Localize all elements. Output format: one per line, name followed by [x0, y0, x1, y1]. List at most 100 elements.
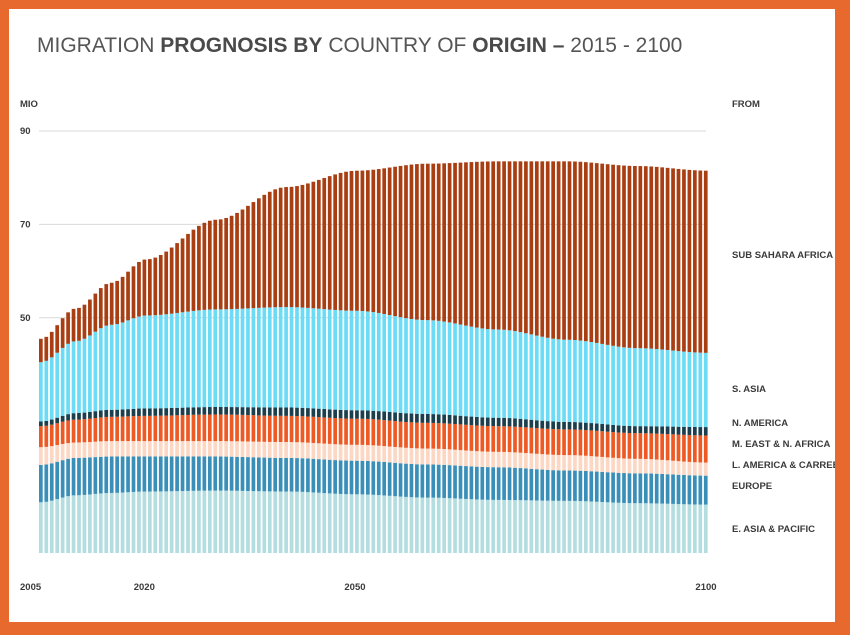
bar-segment [622, 347, 626, 426]
bar-segment [366, 445, 370, 461]
bar-segment [191, 229, 196, 311]
bar-segment [137, 456, 141, 492]
bar-segment [257, 457, 261, 492]
bar-segment [158, 408, 163, 416]
bar-segment [507, 467, 512, 501]
bar-segment [235, 308, 239, 408]
bar-segment [153, 257, 158, 316]
bar-segment [676, 351, 681, 427]
bar-segment [148, 491, 152, 553]
bar-segment [186, 456, 190, 491]
bar-segment [49, 500, 54, 553]
bar-segment [197, 310, 201, 408]
bar-segment [693, 504, 697, 553]
bar-segment [240, 441, 245, 457]
bar-segment [627, 165, 632, 348]
bar-segment [164, 251, 169, 315]
bar-segment [627, 433, 632, 459]
bar-segment [316, 308, 321, 409]
series-label: L. AMERICA & CARREB. [732, 460, 835, 471]
bar-segment [502, 161, 506, 330]
bar-segment [611, 164, 615, 346]
bar-segment [360, 410, 365, 419]
bar-segment [39, 426, 43, 448]
bar-segment [267, 441, 272, 458]
bar-segment [131, 441, 136, 457]
bar-segment [665, 349, 670, 427]
bar-segment [289, 491, 294, 553]
bar-segment [104, 456, 109, 494]
bar-segment [665, 167, 670, 350]
bar-segment [589, 430, 594, 457]
bar-segment [278, 491, 283, 553]
bar-segment [594, 342, 599, 424]
bar-segment [71, 442, 76, 458]
bar-segment [93, 493, 98, 553]
bar-segment [262, 407, 267, 416]
bar-segment [464, 466, 468, 499]
bar-segment [387, 495, 392, 553]
bar-segment [344, 460, 348, 495]
bar-segment [109, 409, 114, 417]
bar-segment [39, 338, 43, 363]
bar-segment [218, 490, 223, 553]
bar-segment [687, 475, 692, 505]
bar-segment [120, 456, 125, 493]
bar-segment [142, 408, 147, 416]
bar-segment [404, 421, 408, 448]
bar-segment [382, 446, 387, 462]
bar-segment [131, 266, 136, 319]
bar-segment [409, 164, 414, 319]
bar-segment [376, 461, 381, 496]
bar-segment [338, 444, 343, 461]
bar-segment [137, 408, 141, 416]
bar-segment [55, 499, 60, 553]
bar-segment [284, 187, 288, 308]
bar-segment [175, 441, 179, 457]
bar-segment [627, 347, 632, 426]
bar-segment [475, 416, 479, 426]
bar-segment [458, 162, 463, 325]
bar-segment [551, 421, 555, 430]
bar-segment [398, 317, 403, 413]
bar-segment [88, 299, 92, 336]
bar-segment [175, 407, 179, 416]
bar-segment [562, 161, 566, 340]
bar-segment [578, 470, 583, 502]
bar-segment [169, 247, 174, 314]
bar-segment [485, 467, 490, 500]
bar-segment [665, 474, 670, 504]
bar-segment [257, 441, 261, 458]
bar-segment [518, 161, 523, 333]
bar-segment [496, 467, 501, 500]
bar-segment [475, 425, 479, 452]
bar-segment [158, 415, 163, 442]
bar-segment [682, 434, 686, 462]
bar-segment [169, 313, 174, 408]
bar-segment [425, 448, 430, 465]
bar-segment [109, 324, 114, 410]
bar-segment [654, 459, 659, 474]
bar-segment [584, 501, 588, 553]
bar-segment [109, 492, 114, 553]
bar-segment [431, 497, 436, 553]
bar-segment [398, 447, 403, 464]
bar-segment [693, 462, 697, 476]
bar-segment [382, 420, 387, 447]
bar-segment [622, 473, 626, 503]
bar-segment [578, 161, 583, 341]
bar-segment [703, 352, 708, 428]
bar-segment [191, 456, 196, 491]
bar-segment [387, 420, 392, 447]
bar-segment [88, 494, 92, 553]
bar-segment [491, 417, 496, 427]
bar-segment [475, 499, 479, 553]
bar-segment [654, 166, 659, 349]
bar-segment [649, 503, 654, 553]
bar-segment [480, 328, 485, 418]
bar-segment [534, 428, 539, 454]
bar-segment [311, 408, 316, 417]
bar-segment [93, 457, 98, 494]
bar-segment [158, 255, 163, 315]
bar-segment [191, 490, 196, 553]
